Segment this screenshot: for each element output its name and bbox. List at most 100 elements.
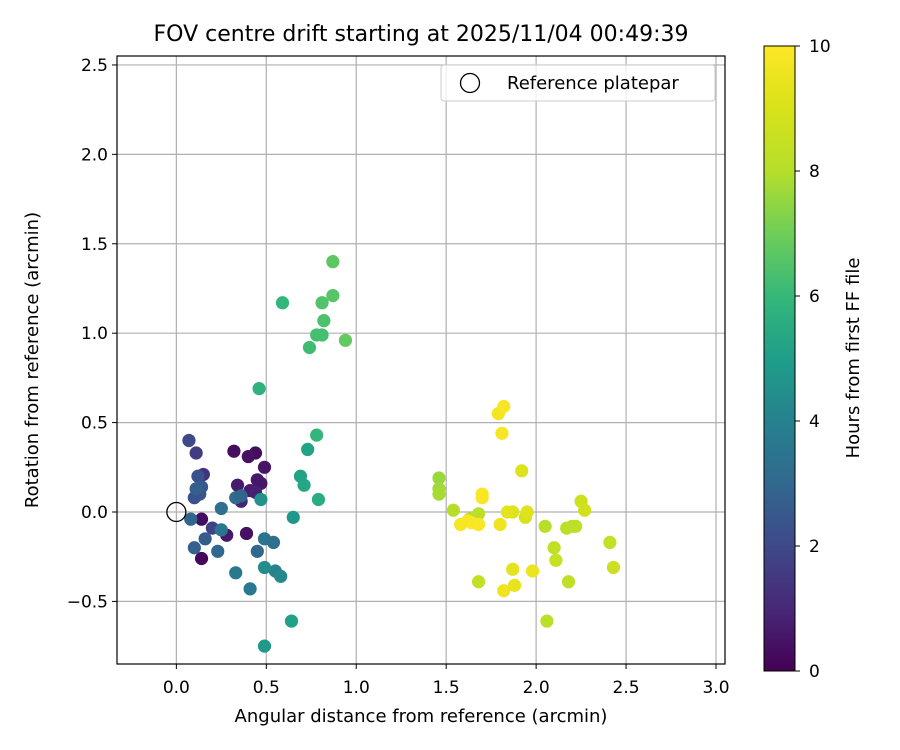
colorbar-tick-label: 8 <box>809 162 820 182</box>
data-point <box>194 551 209 566</box>
data-point <box>284 614 299 628</box>
data-point <box>184 512 198 526</box>
x-tick-label: 1.0 <box>343 678 370 698</box>
x-tick-label: 2.0 <box>523 678 550 698</box>
data-point <box>315 296 329 310</box>
data-point <box>507 578 522 592</box>
data-point <box>266 535 281 550</box>
colorbar-tick-label: 2 <box>809 537 820 557</box>
x-axis-ticks: 0.0 0.5 1.0 1.5 2.0 2.5 3.0 <box>163 664 730 698</box>
data-point <box>257 639 272 653</box>
colorbar-gradient <box>763 45 796 672</box>
x-tick-label: 0.0 <box>163 678 190 698</box>
x-tick-label: 1.5 <box>433 678 460 698</box>
data-point <box>326 289 340 303</box>
data-point <box>286 510 300 524</box>
data-point <box>243 582 257 596</box>
data-point <box>229 566 243 580</box>
data-point <box>239 526 254 541</box>
data-point <box>234 489 248 503</box>
data-point <box>191 469 205 483</box>
data-point <box>540 614 554 628</box>
x-axis-label: Angular distance from reference (arcmin) <box>235 706 608 727</box>
data-point <box>525 564 540 578</box>
data-point <box>549 553 563 567</box>
data-point <box>538 519 552 533</box>
x-tick-label: 2.5 <box>613 678 640 698</box>
data-point <box>326 255 340 269</box>
legend-reference-marker <box>459 72 481 94</box>
data-point <box>274 569 288 583</box>
data-point <box>317 314 331 328</box>
data-point <box>182 433 196 448</box>
data-point <box>561 575 576 589</box>
data-point <box>257 560 272 575</box>
data-point <box>275 296 290 310</box>
x-tick-label: 0.5 <box>253 678 280 698</box>
colorbar-tick-label: 0 <box>809 662 820 682</box>
data-point <box>471 507 486 521</box>
data-point <box>432 487 446 501</box>
data-point <box>497 584 511 598</box>
legend: Reference platepar <box>440 64 716 102</box>
data-point <box>603 535 617 550</box>
data-point <box>506 562 520 576</box>
data-point <box>250 544 264 558</box>
data-point <box>453 517 468 532</box>
data-point <box>241 449 255 464</box>
data-point <box>254 492 268 507</box>
data-point <box>189 446 203 460</box>
data-point <box>500 505 514 519</box>
reference-marker-group <box>166 501 187 523</box>
data-point <box>569 519 583 533</box>
data-point <box>547 541 561 555</box>
y-tick-label: 0.0 <box>81 503 108 523</box>
data-point <box>214 523 228 537</box>
x-tick-label: 3.0 <box>702 678 729 698</box>
data-point <box>606 560 621 575</box>
reference-platepar-marker <box>166 501 187 523</box>
data-point <box>214 501 228 516</box>
y-tick-label: 2.0 <box>81 145 108 165</box>
data-point <box>310 428 324 442</box>
data-point <box>475 491 489 505</box>
colorbar-tick-label: 6 <box>809 287 820 307</box>
y-tick-label: 0.5 <box>81 414 108 434</box>
colorbar-tick-label: 10 <box>809 37 831 57</box>
data-points <box>182 255 621 653</box>
y-tick-label: 1.5 <box>81 235 108 255</box>
legend-label: Reference platepar <box>507 73 679 94</box>
data-point <box>497 399 511 414</box>
colorbar-ticks: 0 2 4 6 8 10 <box>795 37 831 682</box>
colorbar: 0 2 4 6 8 10 Hours from first FF file <box>763 37 864 682</box>
data-point <box>227 444 241 458</box>
data-point <box>194 512 209 526</box>
data-point <box>315 328 329 342</box>
data-point <box>301 442 315 457</box>
data-point <box>302 340 317 355</box>
data-point <box>471 575 486 589</box>
legend-box <box>440 64 716 102</box>
data-point <box>495 426 509 440</box>
plot-frame <box>116 55 726 665</box>
data-point <box>432 471 446 485</box>
data-point <box>493 517 507 532</box>
colorbar-tick-label: 4 <box>809 412 820 432</box>
data-point <box>515 464 529 478</box>
y-axis-label: Rotation from reference (arcmin) <box>22 212 43 508</box>
y-tick-label: 2.5 <box>81 56 108 76</box>
data-point <box>230 478 245 492</box>
colorbar-label: Hours from first FF file <box>843 258 864 459</box>
data-point <box>338 333 353 347</box>
y-tick-label: 1.0 <box>81 324 108 344</box>
y-tick-label: −0.5 <box>67 592 108 612</box>
data-point <box>189 482 203 496</box>
data-point <box>578 503 592 517</box>
y-axis-ticks: −0.5 0.0 0.5 1.0 1.5 2.0 2.5 <box>67 56 117 612</box>
data-point <box>297 478 311 492</box>
grid-lines <box>117 56 725 664</box>
chart-title: FOV centre drift starting at 2025/11/04 … <box>154 22 689 47</box>
data-point <box>446 503 460 517</box>
data-point <box>187 541 201 555</box>
